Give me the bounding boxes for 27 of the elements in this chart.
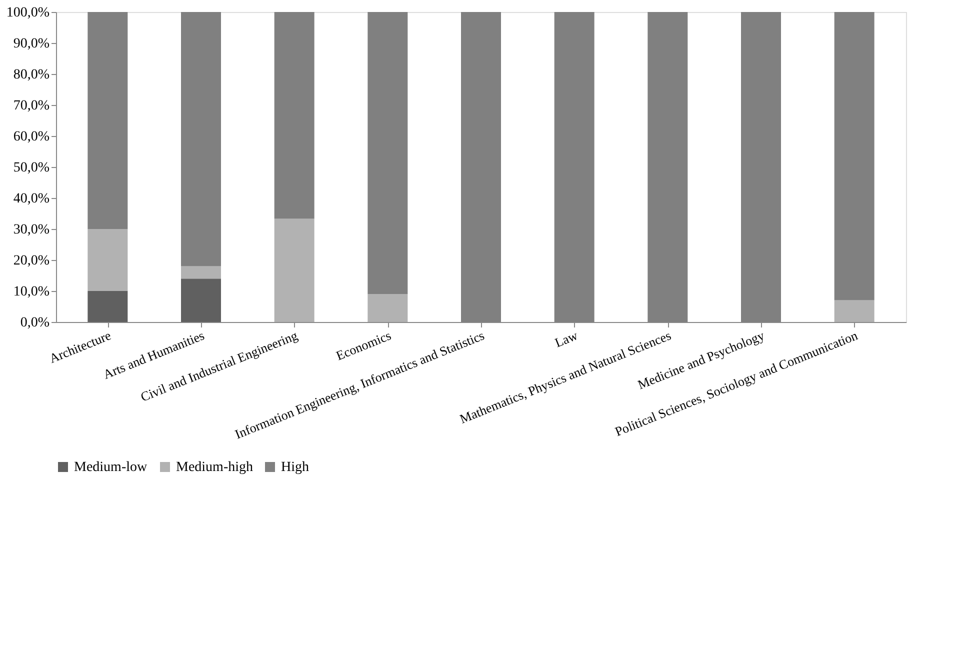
bar [834, 12, 874, 300]
bar [88, 229, 128, 291]
bar [368, 12, 408, 294]
y-tick-label: 10,0% [13, 284, 50, 300]
y-tick-label: 20,0% [13, 254, 50, 268]
bar [274, 12, 314, 219]
bar [181, 278, 221, 322]
x-tick-label: Law [552, 327, 580, 350]
y-tick-label: 80,0% [13, 68, 50, 82]
y-tick-label: 100,0% [6, 6, 50, 20]
y-tick-label: 60,0% [13, 130, 50, 144]
bar [368, 294, 408, 322]
legend-label: Medium-low [74, 460, 148, 475]
y-tick-label: 50,0% [13, 160, 50, 176]
y-tick-label: 30,0% [13, 222, 50, 238]
legend-label: High [281, 460, 309, 475]
legend-label: Medium-high [176, 460, 253, 475]
bar [88, 12, 128, 229]
bar [88, 291, 128, 322]
bar [834, 300, 874, 322]
y-tick-label: 90,0% [13, 36, 50, 52]
y-tick-label: 0,0% [20, 316, 50, 330]
bar [181, 12, 221, 266]
bar [274, 218, 314, 322]
y-tick-label: 70,0% [13, 98, 50, 114]
y-tick-label: 40,0% [13, 192, 50, 206]
bar [181, 266, 221, 279]
